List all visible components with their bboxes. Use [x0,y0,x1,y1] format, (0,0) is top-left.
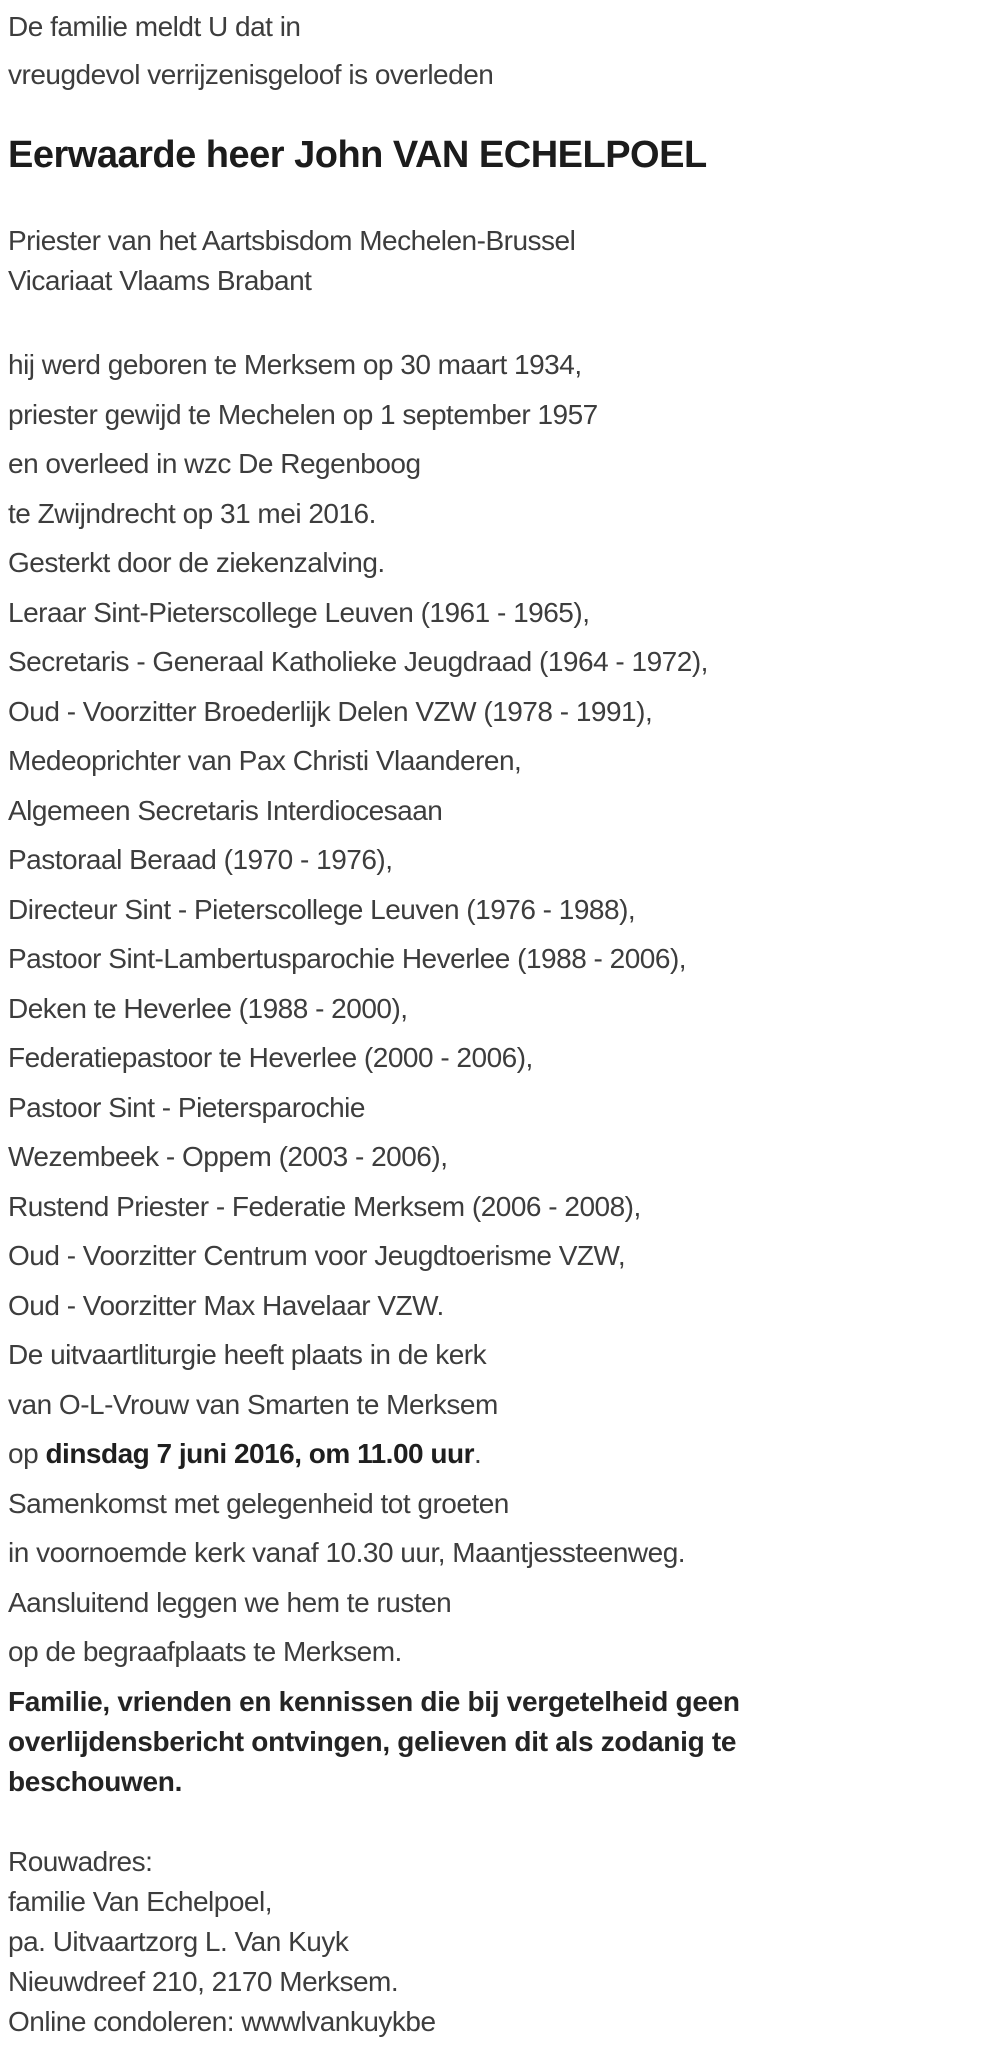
intro-paragraph: De familie meldt U dat in vreugdevol ver… [8,3,1000,99]
body-line: Rustend Priester - Federatie Merksem (20… [8,1190,641,1222]
body-line: Samenkomst met gelegenheid tot groeten [8,1487,509,1519]
deceased-name-title: Eerwaarde heer John VAN ECHELPOEL [8,134,707,176]
body-line: hij werd geboren te Merksem op 30 maart … [8,349,582,380]
body-line: Deken te Heverlee (1988 - 2000), [8,992,408,1024]
ceremony-date-emphasis: dinsdag 7 juni 2016, om 11.00 uur [45,1438,474,1469]
mourning-address-line: Nieuwdreef 210, 2170 Merksem. [8,1965,399,1997]
biography-paragraph: hij werd geboren te Merksem op 30 maart … [8,340,1000,1677]
notice-paragraph: Familie, vrienden en kennissen die bij v… [8,1682,1000,1802]
body-line: te Zwijndrecht op 31 mei 2016. [8,497,376,529]
notice-line: Familie, vrienden en kennissen die bij v… [8,1685,740,1717]
body-line: Oud - Voorzitter Max Havelaar VZW. [8,1289,444,1321]
ceremony-date-prefix: op [8,1438,46,1469]
body-line: en overleed in wzc De Regenboog [8,448,421,479]
body-line: Algemeen Secretaris Interdiocesaan [8,794,443,826]
ceremony-date-suffix: . [473,1438,482,1469]
body-line: Wezembeek - Oppem (2003 - 2006), [8,1141,448,1172]
mourning-address-line: Online condoleren: wwwlvankuykbe [8,2005,436,2037]
mourning-address-paragraph: Rouwadres: familie Van Echelpoel, pa. Ui… [8,1842,1000,2042]
mourning-address-label: Rouwadres: [8,1845,153,1877]
body-line: Leraar Sint-Pieterscollege Leuven (1961 … [8,596,590,628]
body-line: Federatiepastoor te Heverlee (2000 - 200… [8,1042,533,1073]
intro-line: De familie meldt U dat in [8,11,301,42]
subtitle-line: Vicariaat Vlaams Brabant [8,265,312,296]
body-line: priester gewijd te Mechelen op 1 septemb… [8,398,598,430]
body-line: De uitvaartliturgie heeft plaats in de k… [8,1339,487,1370]
body-line: op de begraafplaats te Merksem. [8,1636,402,1667]
body-line: Aansluitend leggen we hem te rusten [8,1586,452,1618]
body-line: Gesterkt door de ziekenzalving. [8,547,385,578]
mourning-address-line: familie Van Echelpoel, [8,1885,272,1917]
subtitle-paragraph: Priester van het Aartsbisdom Mechelen-Br… [8,221,1000,301]
notice-line: overlijdensbericht ontvingen, gelieven d… [8,1725,737,1757]
body-line: Pastoor Sint-Lambertusparochie Heverlee … [8,943,687,974]
body-line: Directeur Sint - Pieterscollege Leuven (… [8,893,636,925]
ceremony-date-line: op dinsdag 7 juni 2016, om 11.00 uur. [8,1429,1000,1479]
body-line: Oud - Voorzitter Centrum voor Jeugdtoeri… [8,1240,626,1271]
body-line: Pastoor Sint - Pietersparochie [8,1091,365,1123]
body-line: Pastoraal Beraad (1970 - 1976), [8,844,393,875]
body-line: in voornoemde kerk vanaf 10.30 uur, Maan… [8,1537,686,1568]
body-line: Oud - Voorzitter Broederlijk Delen VZW (… [8,695,653,727]
body-line: Secretaris - Generaal Katholieke Jeugdra… [8,646,708,677]
intro-line: vreugdevol verrijzenisgeloof is overlede… [8,59,494,90]
mourning-address-line: pa. Uitvaartzorg L. Van Kuyk [8,1925,349,1957]
notice-line: beschouwen. [8,1765,183,1797]
body-line: Medeoprichter van Pax Christi Vlaanderen… [8,745,522,776]
body-line: van O-L-Vrouw van Smarten te Merksem [8,1388,498,1420]
subtitle-line: Priester van het Aartsbisdom Mechelen-Br… [8,225,576,256]
